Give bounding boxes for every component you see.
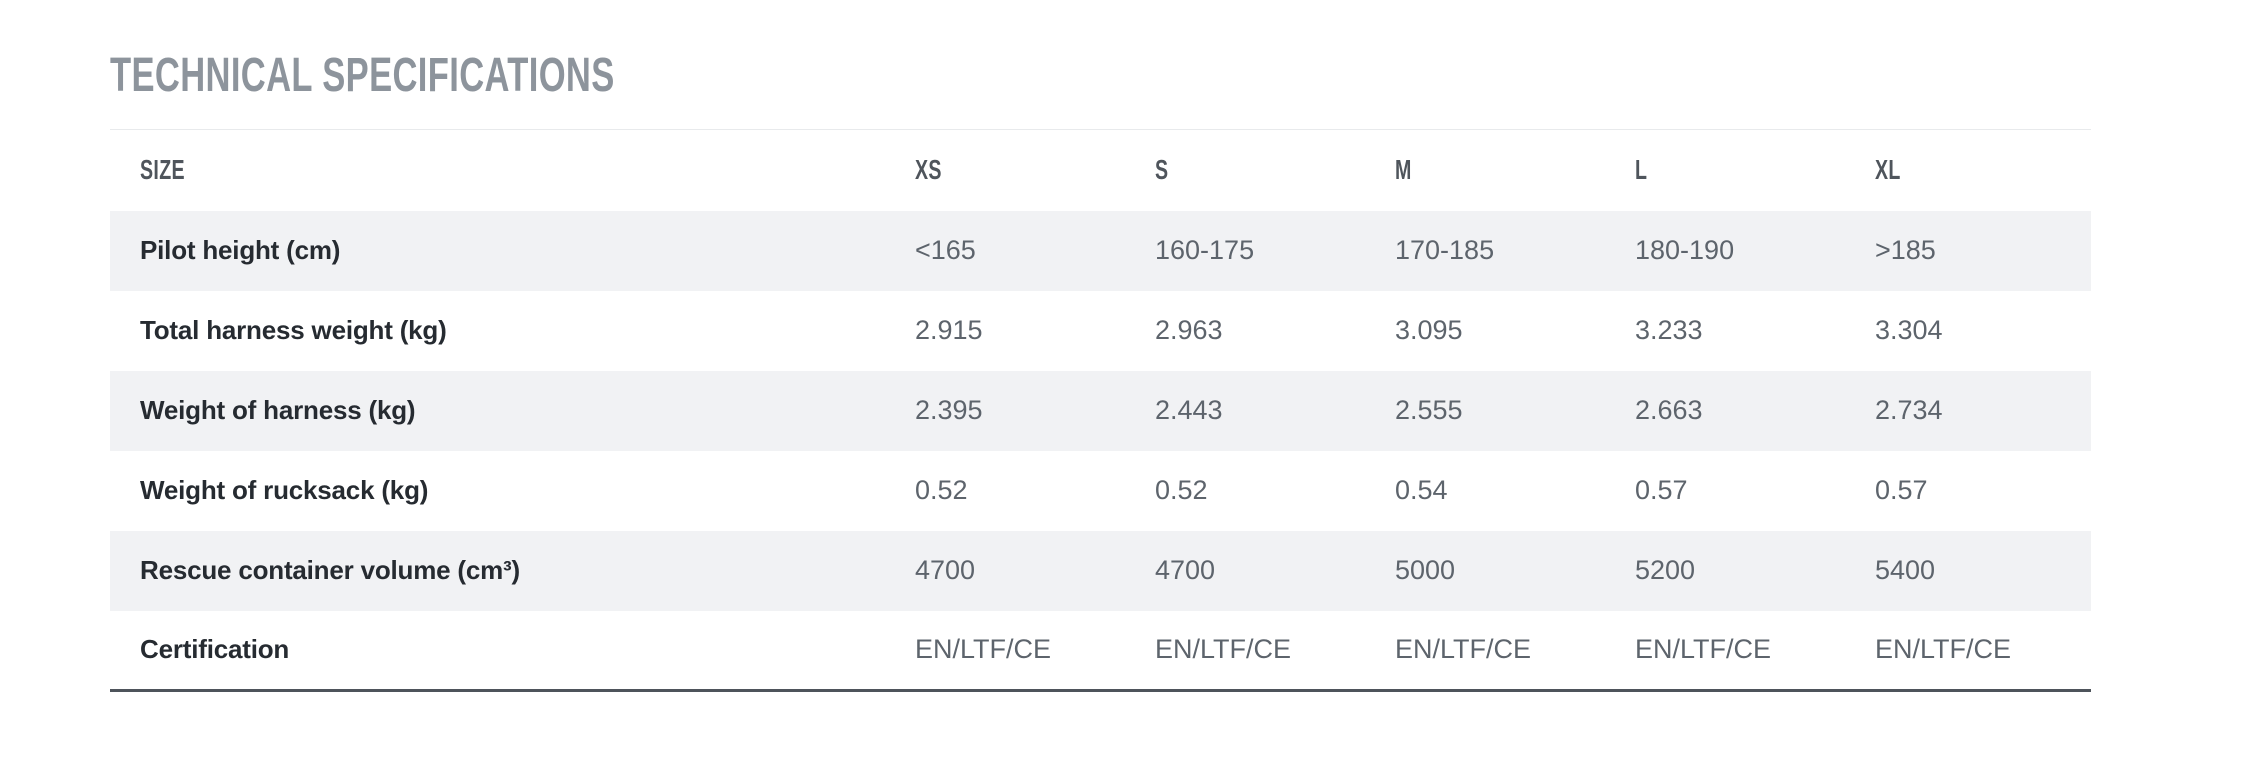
value-cell: EN/LTF/CE bbox=[1875, 634, 2012, 665]
value-cell: 0.52 bbox=[1155, 475, 1208, 505]
value-cell: 5000 bbox=[1395, 555, 1456, 585]
column-header-s: S bbox=[1155, 154, 1169, 186]
row-label-cell: Weight of harness (kg) bbox=[140, 395, 416, 425]
row-label-cell: Weight of rucksack (kg) bbox=[140, 475, 429, 505]
page-title: TECHNICAL SPECIFICATIONS bbox=[110, 52, 2091, 100]
value-cell: <165 bbox=[915, 235, 976, 265]
value-cell: EN/LTF/CE bbox=[915, 634, 1052, 665]
row-label-cell: Total harness weight (kg) bbox=[140, 315, 447, 345]
value-cell: 4700 bbox=[1155, 555, 1216, 585]
value-cell: 3.095 bbox=[1395, 315, 1463, 345]
value-cell: 3.304 bbox=[1875, 315, 1943, 345]
header-row: SIZE XS S M L XL bbox=[110, 130, 2091, 211]
value-cell: 180-190 bbox=[1635, 235, 1735, 265]
value-cell: 2.443 bbox=[1155, 395, 1223, 425]
value-cell: 0.54 bbox=[1395, 475, 1448, 505]
value-cell: 0.52 bbox=[915, 475, 968, 505]
value-cell: 5400 bbox=[1875, 555, 1936, 585]
column-header-l: L bbox=[1635, 154, 1648, 186]
technical-specifications-section: TECHNICAL SPECIFICATIONS SIZE XS S M L X… bbox=[110, 52, 2091, 692]
size-header-cell: SIZE bbox=[140, 154, 185, 186]
value-cell: 4700 bbox=[915, 555, 976, 585]
column-header-m: M bbox=[1395, 154, 1412, 186]
value-cell: 0.57 bbox=[1875, 475, 1928, 505]
table-row-total-harness-weight: Total harness weight (kg) 2.915 2.963 3.… bbox=[110, 290, 2091, 371]
table-row-certification: Certification EN/LTF/CE EN/LTF/CE EN/LTF… bbox=[110, 610, 2091, 691]
value-cell: 2.963 bbox=[1155, 315, 1223, 345]
value-cell: 5200 bbox=[1635, 555, 1696, 585]
value-cell: 2.395 bbox=[915, 395, 983, 425]
value-cell: 160-175 bbox=[1155, 235, 1255, 265]
column-header-xl: XL bbox=[1875, 154, 1901, 186]
row-label-cell: Certification bbox=[140, 634, 290, 665]
spec-table: SIZE XS S M L XL Pilot height (cm) <165 … bbox=[110, 129, 2091, 692]
value-cell: EN/LTF/CE bbox=[1635, 634, 1772, 665]
row-label-cell: Rescue container volume (cm³) bbox=[140, 555, 520, 585]
value-cell: 2.555 bbox=[1395, 395, 1463, 425]
page-title-text: TECHNICAL SPECIFICATIONS bbox=[110, 49, 615, 102]
value-cell: EN/LTF/CE bbox=[1155, 634, 1292, 665]
table-row-weight-of-rucksack: Weight of rucksack (kg) 0.52 0.52 0.54 0… bbox=[110, 450, 2091, 531]
value-cell: 3.233 bbox=[1635, 315, 1703, 345]
column-header-xs: XS bbox=[915, 154, 942, 186]
value-cell: 2.915 bbox=[915, 315, 983, 345]
table-row-weight-of-harness: Weight of harness (kg) 2.395 2.443 2.555… bbox=[110, 370, 2091, 451]
value-cell: 170-185 bbox=[1395, 235, 1495, 265]
value-cell: EN/LTF/CE bbox=[1395, 634, 1532, 665]
value-cell: 0.57 bbox=[1635, 475, 1688, 505]
row-label-cell: Pilot height (cm) bbox=[140, 235, 341, 265]
value-cell: >185 bbox=[1875, 235, 1936, 265]
value-cell: 2.663 bbox=[1635, 395, 1703, 425]
table-row-pilot-height: Pilot height (cm) <165 160-175 170-185 1… bbox=[110, 210, 2091, 291]
table-row-rescue-container-volume: Rescue container volume (cm³) 4700 4700 … bbox=[110, 530, 2091, 611]
value-cell: 2.734 bbox=[1875, 395, 1943, 425]
